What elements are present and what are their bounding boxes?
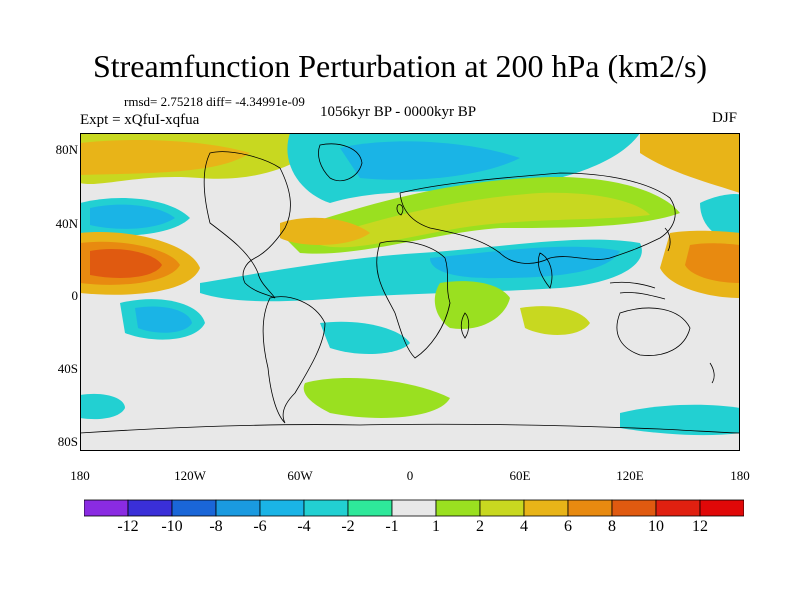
streamfunction-map: [80, 133, 740, 451]
negative-anomaly-arctic-core: [340, 141, 520, 180]
negative-anomaly-equatorial-core: [430, 246, 620, 279]
coastline-australia: [616, 307, 691, 356]
lat-tick-0: 0: [71, 288, 79, 303]
colorbar-swatch: [699, 499, 744, 517]
colorbar-label: -1: [385, 518, 399, 535]
colorbar-label: 2: [476, 518, 484, 535]
negative-anomaly-south-atlantic: [320, 321, 410, 355]
colorbar-swatch: [259, 499, 305, 517]
colorbar-label: 4: [520, 518, 528, 535]
colorbar-swatch: [523, 499, 569, 517]
colorbar-swatch: [171, 499, 217, 517]
colorbar-swatch: [611, 499, 657, 517]
lon-tick-60e: 60E: [509, 468, 531, 483]
coastline-africa: [376, 240, 451, 359]
lon-tick-180w: 180: [70, 468, 90, 483]
colorbar-label: -6: [253, 518, 267, 535]
colorbar-swatch: [655, 499, 701, 517]
positive-anomaly-nh-west-core: [80, 140, 250, 175]
positive-anomaly-atlantic: [280, 217, 370, 245]
positive-anomaly-nh-east: [640, 133, 740, 193]
lon-tick-180e: 180: [730, 468, 750, 483]
colorbar-swatch: [435, 499, 481, 517]
coastline-greenland: [318, 143, 363, 182]
negative-anomaly-sw-pacific: [80, 393, 125, 420]
coastline-eurasia: [399, 172, 676, 264]
chart-title: Streamfunction Perturbation at 200 hPa (…: [92, 48, 708, 84]
positive-anomaly-midlat-core: [320, 192, 650, 248]
period-label: 1056kyr BP - 0000kyr BP: [320, 104, 477, 120]
colorbar-label: -10: [161, 518, 183, 535]
coastline-india: [537, 252, 553, 289]
positive-anomaly-southern-africa: [434, 281, 510, 329]
colorbar-swatch: [347, 499, 393, 517]
season-label: DJF: [712, 110, 738, 126]
experiment-label: Expt = xQfuI-xqfua: [80, 112, 200, 128]
lat-tick-80s: 80S: [57, 434, 78, 449]
colorbar: [84, 499, 744, 517]
colorbar-label: -12: [117, 518, 139, 535]
colorbar-label: 10: [648, 518, 664, 535]
coastline-new-zealand: [709, 362, 715, 384]
colorbar-swatch: [391, 499, 437, 517]
lon-tick-0: 0: [406, 468, 414, 483]
colorbar-label: 1: [432, 518, 440, 535]
colorbar-label: -4: [297, 518, 311, 535]
negative-anomaly-npacific-east: [700, 193, 740, 243]
negative-anomaly-se-indian: [620, 404, 740, 436]
lon-tick-120e: 120E: [616, 468, 644, 483]
colorbar-label: 6: [564, 518, 572, 535]
coastlines: [80, 143, 740, 434]
stats-line: rmsd= 2.75218 diff= -4.34991e-09: [124, 94, 305, 109]
negative-anomaly-spacific-core: [135, 306, 192, 333]
colorbar-swatch: [303, 499, 349, 517]
colorbar-swatch: [84, 499, 129, 517]
lat-tick-40n: 40N: [55, 216, 78, 231]
coastline-british-isles: [396, 204, 404, 216]
lat-tick-40s: 40S: [57, 361, 78, 376]
colorbar-swatch: [567, 499, 613, 517]
map-frame: [80, 133, 740, 451]
coastline-japan: [664, 227, 671, 252]
coastline-north-america: [203, 151, 291, 299]
colorbar-label: -2: [341, 518, 355, 535]
positive-anomaly-south-indian: [520, 306, 590, 335]
positive-anomaly-tropical-pacific-east-core: [685, 243, 740, 283]
positive-anomaly-tropical-pacific-west-core: [90, 248, 162, 278]
lon-tick-60w: 60W: [287, 468, 313, 483]
colorbar-label: 8: [608, 518, 616, 535]
coastline-madagascar: [460, 312, 470, 339]
colorbar-label: 12: [692, 518, 708, 535]
positive-anomaly-southern-ocean: [303, 378, 450, 418]
colorbar-label: -8: [209, 518, 223, 535]
coastline-indonesia: [609, 281, 666, 300]
lon-tick-120w: 120W: [174, 468, 206, 483]
negative-anomaly-npacific-west-core: [90, 204, 175, 229]
colorbar-swatch: [127, 499, 173, 517]
colorbar-swatch: [479, 499, 525, 517]
coastline-antarctica: [80, 423, 740, 434]
colorbar-swatch: [215, 499, 261, 517]
lat-tick-80n: 80N: [55, 142, 78, 157]
coastline-south-america: [262, 296, 326, 424]
